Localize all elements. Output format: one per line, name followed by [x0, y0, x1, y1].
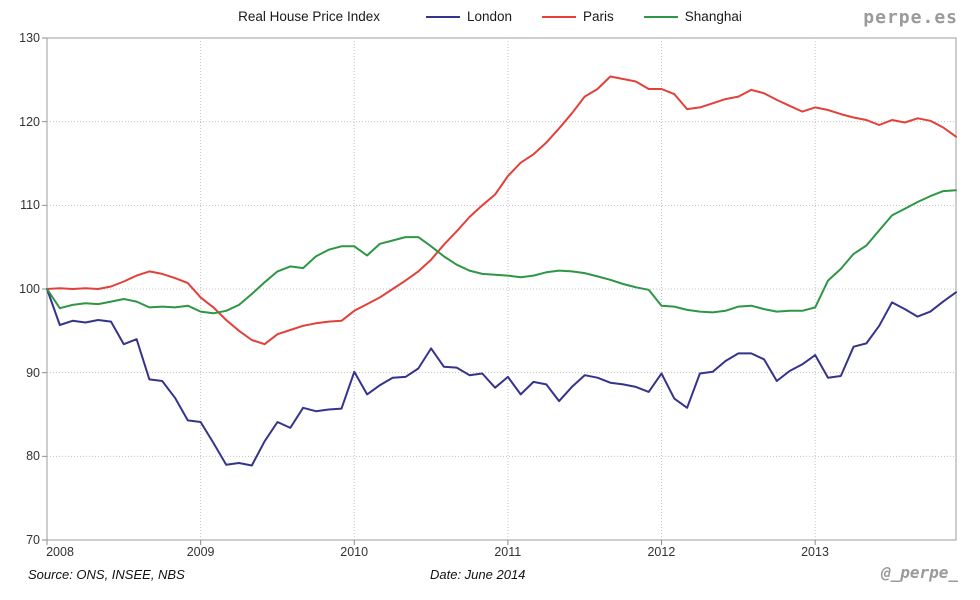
axis-ticks — [42, 37, 816, 545]
y-tick-label-90: 90 — [26, 366, 40, 380]
y-tick-label-120: 120 — [19, 115, 40, 129]
series-lines — [46, 75, 957, 467]
london-line — [46, 288, 957, 467]
x-tick-label-2012: 2012 — [647, 545, 676, 559]
paris-line — [46, 75, 957, 346]
london-line-swatch-icon — [425, 15, 460, 18]
shanghai-line — [46, 189, 957, 315]
y-tick-label-100: 100 — [19, 282, 40, 296]
chart-title: Real House Price Index — [238, 9, 380, 24]
legend-label-london: London — [466, 9, 513, 24]
x-tick-label-2008: 2008 — [46, 545, 74, 559]
y-tick-label-70: 70 — [26, 533, 40, 547]
source-note: Source: ONS, INSEE, NBS — [28, 567, 185, 582]
x-tick-label-2011: 2011 — [494, 545, 522, 559]
brand-logo-text: perpe.es — [863, 7, 958, 28]
paris-line-swatch-icon — [542, 15, 577, 18]
y-tick-label-110: 110 — [20, 198, 40, 212]
legend-label-shanghai: Shanghai — [684, 9, 742, 24]
x-tick-label-2013: 2013 — [801, 545, 829, 559]
chart-header: Real House Price Index London Paris Shan… — [0, 9, 980, 24]
legend-item-shanghai: Shanghai — [643, 9, 742, 24]
plot-frame — [46, 37, 957, 541]
y-tick-label-130: 130 — [19, 31, 40, 45]
twitter-handle: @_perpe_ — [880, 563, 958, 582]
x-tick-label-2009: 2009 — [186, 545, 215, 559]
date-note: Date: June 2014 — [430, 567, 526, 582]
legend-item-london: London — [425, 9, 513, 24]
legend-item-paris: Paris — [542, 9, 614, 24]
shanghai-line-swatch-icon — [643, 15, 678, 18]
legend-label-paris: Paris — [583, 9, 614, 24]
y-tick-label-80: 80 — [26, 449, 40, 463]
x-tick-label-2010: 2010 — [340, 545, 369, 559]
